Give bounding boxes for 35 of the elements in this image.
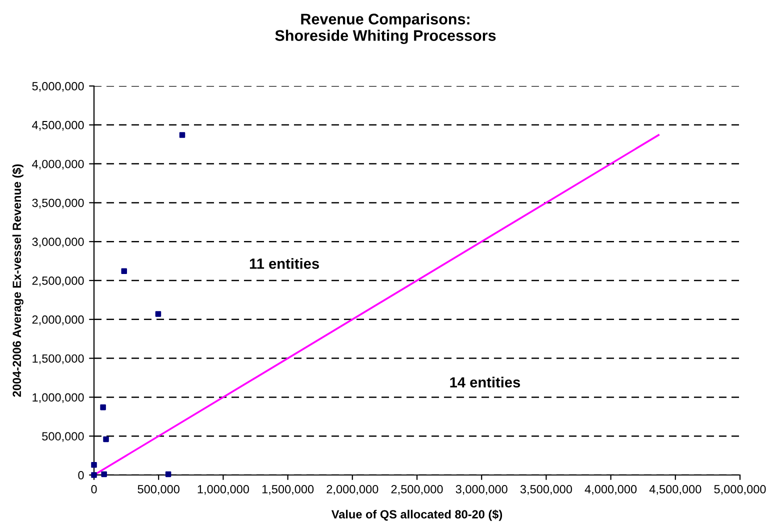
point (179, 132, 186, 138)
y-tick-label: 3,000,000 (32, 238, 84, 248)
y-axis-title: 2004-2006 Average Ex-vessel Revenue ($) (12, 164, 24, 397)
point (155, 311, 162, 317)
x-tick-label: 3,500,000 (520, 485, 572, 495)
annotation: 11 entities (250, 258, 319, 269)
y-tick-label: 1,000,000 (32, 393, 84, 403)
point (165, 471, 172, 478)
point (103, 436, 109, 442)
x-tick-label: 1,500,000 (262, 485, 314, 495)
y-tick-label: 4,500,000 (32, 120, 84, 131)
x-tick-label: 3,000,000 (456, 485, 508, 495)
point (100, 404, 106, 410)
y-tick-label: 2,500,000 (32, 276, 84, 286)
x-tick-label: 5,000,000 (714, 485, 766, 495)
point (101, 471, 107, 478)
point (121, 268, 127, 274)
chart-title: Revenue Comparisons: Shoreside Whiting Processors (275, 13, 496, 44)
y-tick-label: 500,000 (42, 432, 84, 442)
point (91, 462, 97, 468)
x-tick-label: 500,000 (138, 485, 180, 495)
y-tick-label: 5,000,000 (32, 82, 84, 92)
x-tick-label: 4,500,000 (649, 485, 702, 495)
y-tick-label: 0 (78, 471, 84, 480)
y-tick-label: 3,500,000 (32, 198, 84, 208)
y-tick-label: 1,500,000 (32, 354, 84, 364)
x-tick-label: 4,000,000 (584, 485, 637, 495)
x-tick-label: 2,000,000 (326, 485, 378, 495)
y-tick-label: 4,000,000 (32, 160, 84, 170)
x-tick-label: 1,000,000 (198, 485, 249, 495)
x-tick-label: 2,500,000 (391, 485, 443, 495)
annotation: 14 entities (450, 376, 520, 388)
x-axis-title: Value of QS allocated 80-20 ($) (331, 510, 502, 521)
x-tick-label: 0 (91, 485, 97, 494)
y-tick-label: 2,000,000 (32, 315, 84, 326)
